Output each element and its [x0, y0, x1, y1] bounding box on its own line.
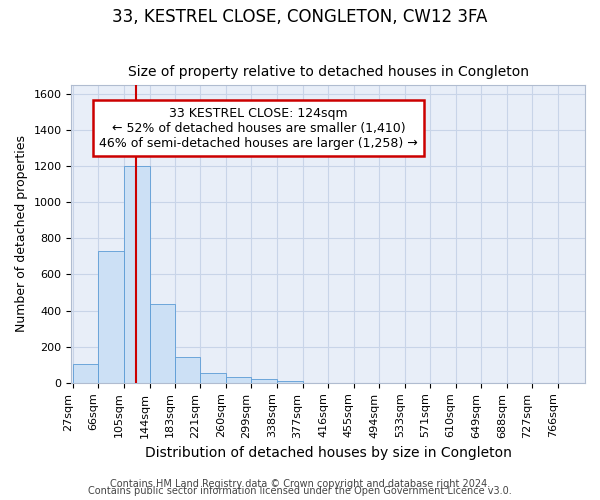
Bar — [226, 378, 251, 383]
Bar — [149, 304, 175, 383]
Text: 33, KESTREL CLOSE, CONGLETON, CW12 3FA: 33, KESTREL CLOSE, CONGLETON, CW12 3FA — [112, 8, 488, 26]
Text: Contains public sector information licensed under the Open Government Licence v3: Contains public sector information licen… — [88, 486, 512, 496]
Y-axis label: Number of detached properties: Number of detached properties — [15, 136, 28, 332]
Title: Size of property relative to detached houses in Congleton: Size of property relative to detached ho… — [128, 66, 529, 80]
Bar — [98, 251, 124, 383]
Bar — [251, 379, 277, 383]
Text: Contains HM Land Registry data © Crown copyright and database right 2024.: Contains HM Land Registry data © Crown c… — [110, 479, 490, 489]
Bar — [73, 364, 98, 383]
X-axis label: Distribution of detached houses by size in Congleton: Distribution of detached houses by size … — [145, 446, 512, 460]
Bar — [200, 373, 226, 383]
Bar — [124, 166, 149, 383]
Bar — [277, 381, 302, 383]
Text: 33 KESTREL CLOSE: 124sqm
← 52% of detached houses are smaller (1,410)
46% of sem: 33 KESTREL CLOSE: 124sqm ← 52% of detach… — [99, 106, 418, 150]
Bar — [175, 356, 200, 383]
